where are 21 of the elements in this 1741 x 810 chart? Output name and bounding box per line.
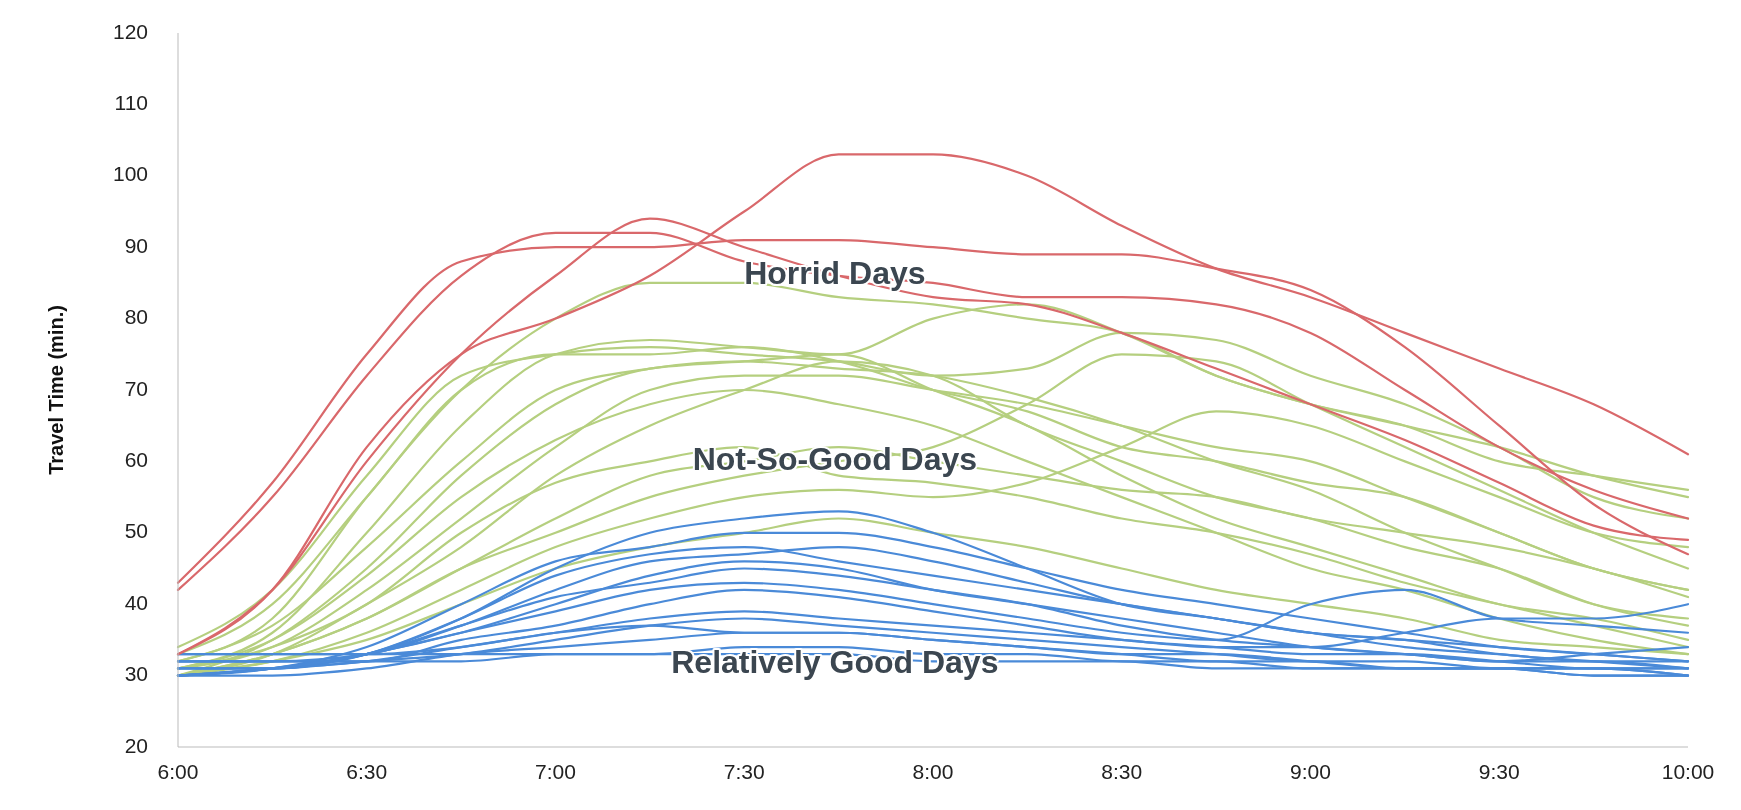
y-tick-label: 30 (124, 662, 148, 686)
x-tick-label: 9:00 (1290, 760, 1331, 783)
x-tick-label: 8:30 (1101, 760, 1143, 783)
y-tick-label: 40 (124, 590, 148, 614)
y-axis-title: Travel Time (min.) (45, 305, 67, 475)
y-tick-label: 80 (124, 305, 148, 329)
y-tick-label: 50 (124, 519, 148, 543)
x-tick-label: 6:30 (346, 760, 388, 783)
x-tick-label: 7:00 (535, 760, 576, 783)
y-tick-label: 110 (114, 90, 148, 114)
y-tick-label: 60 (124, 447, 148, 471)
x-tick-label: 7:30 (723, 760, 765, 783)
y-tick-label: 120 (112, 19, 148, 43)
y-tick-label: 70 (124, 376, 148, 400)
y-tick-label: 90 (124, 233, 148, 257)
x-tick-label: 8:00 (912, 760, 954, 783)
y-tick-label: 20 (124, 733, 148, 757)
x-tick-label: 10:00 (1661, 760, 1715, 783)
x-tick-label: 9:30 (1478, 760, 1520, 783)
y-tick-label: 100 (112, 162, 148, 186)
x-tick-label: 6:00 (157, 760, 199, 783)
